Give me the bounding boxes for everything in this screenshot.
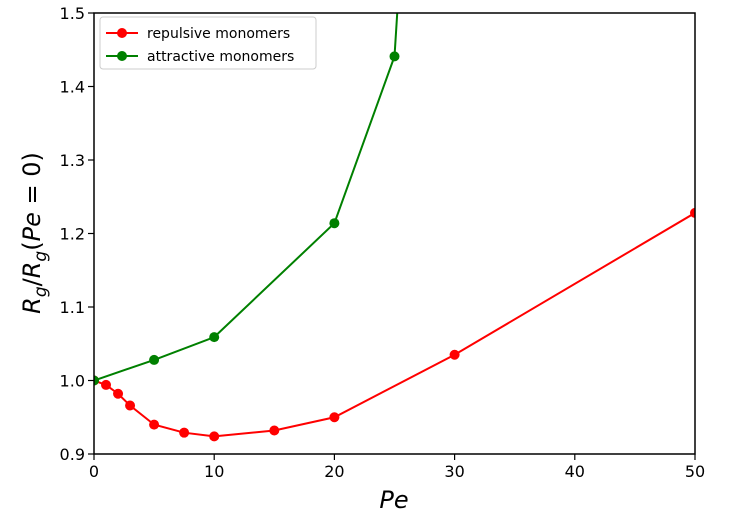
series-line — [94, 212, 695, 438]
y-tick-label: 1.0 — [60, 372, 85, 391]
x-axis-ticks: 0 10 20 30 40 50 — [89, 454, 705, 481]
data-point — [209, 332, 220, 343]
data-point — [449, 349, 460, 360]
data-point — [149, 354, 160, 365]
y-tick-label: 1.4 — [60, 78, 85, 97]
data-point — [209, 431, 220, 442]
data-point — [329, 412, 340, 423]
y-tick-label: 0.9 — [60, 445, 85, 464]
y-axis-label-paren: ( — [18, 241, 46, 250]
plot-frame — [93, 12, 696, 455]
y-tick-label: 1.1 — [60, 298, 85, 317]
y-axis-label-pe: Pe — [18, 212, 46, 241]
x-tick-label: 20 — [324, 462, 344, 481]
y-axis-label-slash: / — [18, 277, 46, 286]
x-axis-label: Pe — [379, 486, 408, 514]
series-line — [94, 13, 399, 382]
y-axis-ticks: 0.9 1.0 1.1 1.2 1.3 1.4 1.5 — [60, 4, 94, 464]
data-point — [125, 400, 136, 411]
legend: repulsive monomers attractive monomers — [99, 16, 317, 70]
x-tick-label: 0 — [89, 462, 99, 481]
data-point — [179, 427, 190, 438]
data-point — [690, 207, 695, 218]
x-tick-label: 10 — [204, 462, 224, 481]
series-layer — [94, 13, 695, 442]
y-tick-label: 1.5 — [60, 4, 85, 23]
y-axis-label-r2: R — [18, 262, 46, 279]
legend-label: repulsive monomers — [147, 26, 290, 42]
series-1 — [94, 13, 400, 386]
y-axis-label-sub2: g — [31, 251, 51, 262]
data-point — [94, 375, 99, 386]
y-axis-label-eq: = 0) — [18, 152, 46, 212]
legend-box — [99, 16, 317, 70]
x-tick-label: 50 — [685, 462, 705, 481]
data-point — [101, 379, 112, 390]
y-tick-label: 1.2 — [60, 225, 85, 244]
data-point — [113, 388, 124, 399]
legend-marker — [117, 51, 127, 61]
y-axis-label-sub1: g — [31, 286, 51, 297]
data-point — [149, 419, 160, 430]
y-tick-label: 1.3 — [60, 151, 85, 170]
x-tick-label: 30 — [444, 462, 464, 481]
series-0 — [94, 207, 695, 442]
data-point — [329, 218, 340, 229]
y-axis-label-r1: R — [18, 297, 46, 314]
data-point — [269, 425, 280, 436]
x-tick-label: 40 — [565, 462, 585, 481]
legend-marker — [117, 28, 127, 38]
data-point — [389, 51, 400, 62]
legend-label: attractive monomers — [147, 49, 294, 65]
y-axis-label: Rg/Rg(Pe = 0) — [18, 152, 51, 314]
